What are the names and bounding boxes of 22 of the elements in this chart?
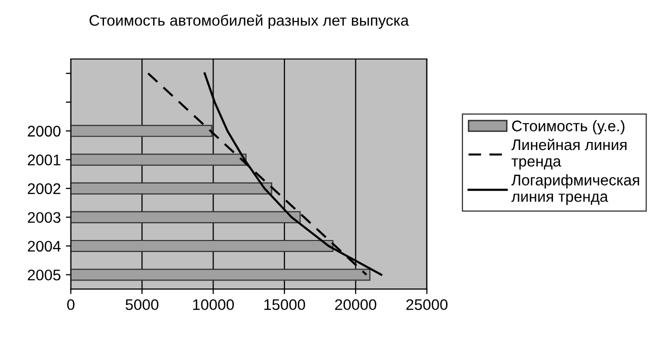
bar bbox=[70, 240, 334, 252]
y-tick-label: 2004 bbox=[28, 240, 61, 252]
y-tick-label: 2001 bbox=[28, 154, 60, 166]
bar bbox=[70, 211, 301, 224]
y-tick-label: 2003 bbox=[28, 212, 60, 223]
bar bbox=[70, 154, 247, 166]
y-tick-label: 2000 bbox=[28, 126, 60, 137]
y-tick-label: 2002 bbox=[28, 183, 60, 194]
bar bbox=[70, 124, 212, 137]
x-tick-label: 20000 bbox=[335, 299, 376, 310]
legend-label: Логарифмическая линия тренда bbox=[511, 174, 640, 205]
legend-label: Стоимость (у.е.) bbox=[512, 120, 624, 134]
x-tick-label: 0 bbox=[67, 299, 74, 310]
bar bbox=[70, 182, 272, 194]
bar bbox=[70, 268, 370, 281]
x-tick-label: 15000 bbox=[264, 299, 306, 310]
x-tick-label: 5000 bbox=[126, 299, 158, 310]
x-tick-label: 25000 bbox=[406, 299, 448, 310]
chart-title: Стоимость автомобилей разных лет выпуска bbox=[90, 14, 409, 29]
x-tick-label: 10000 bbox=[193, 299, 234, 310]
legend-label: Линейная линия тренда bbox=[511, 138, 626, 170]
y-tick-label: 2005 bbox=[28, 270, 60, 280]
